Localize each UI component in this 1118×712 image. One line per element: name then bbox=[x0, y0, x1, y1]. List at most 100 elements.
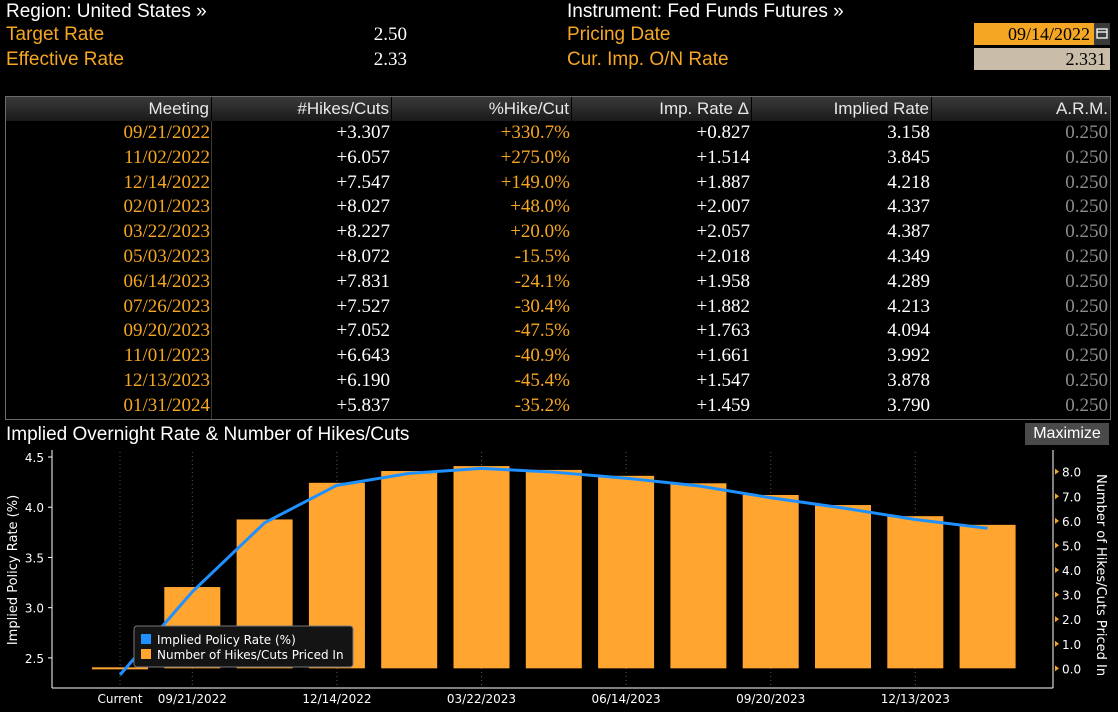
y-axis-title: Implied Policy Rate (%) bbox=[6, 495, 21, 645]
cell-pct-hike-cut: -15.5% bbox=[514, 246, 570, 267]
cell-meeting: 12/14/2022 bbox=[123, 171, 210, 193]
table-row[interactable]: 07/26/2023 +7.527 -30.4% +1.882 4.213 0.250 bbox=[6, 295, 1110, 320]
implied-rate-chart: 2.5 3.0 3.5 4.0 4.5 0.0 1.0 2.0 3.0 4.0 5.0 6.0 7.0 8… bbox=[6, 450, 1108, 706]
cell-imp-rate-delta: +1.763 bbox=[696, 320, 750, 342]
effective-rate-value: 2.33 bbox=[373, 49, 407, 70]
table-row[interactable]: 01/31/2024 +5.837 -35.2% +1.459 3.790 0.250 bbox=[6, 394, 1110, 419]
bar bbox=[670, 483, 727, 669]
cell-imp-rate-delta: +2.018 bbox=[696, 246, 750, 267]
cell-pct-hike-cut: +48.0% bbox=[510, 196, 570, 218]
cell-hikes-cuts: +7.052 bbox=[336, 320, 390, 342]
table-row[interactable]: 06/14/2023 +7.831 -24.1% +1.958 4.289 0.250 bbox=[6, 270, 1110, 295]
cell-meeting: 11/02/2022 bbox=[124, 146, 210, 168]
region-selector[interactable]: Region: United States » bbox=[6, 1, 207, 22]
legend-swatch bbox=[141, 649, 151, 659]
table-row[interactable]: 09/21/2022 +3.307 +330.7% +0.827 3.158 0.250 bbox=[6, 121, 1110, 146]
cell-implied-rate: 4.094 bbox=[887, 320, 930, 342]
cell-pct-hike-cut: -40.9% bbox=[514, 345, 570, 367]
target-rate-value: 2.50 bbox=[373, 24, 407, 45]
y2-tick-label: 0.0 bbox=[1062, 662, 1081, 676]
cell-meeting: 09/20/2023 bbox=[123, 320, 210, 342]
bar bbox=[598, 475, 655, 669]
y2-tick bbox=[1055, 468, 1059, 475]
cell-arm: 0.250 bbox=[1065, 345, 1108, 367]
y-tick-label: 3.0 bbox=[25, 602, 44, 616]
legend-box bbox=[133, 625, 354, 668]
x-tick-label: 06/14/2023 bbox=[592, 692, 661, 706]
pricing-date-input[interactable]: 09/14/2022 bbox=[974, 23, 1094, 45]
legend-swatch bbox=[141, 634, 151, 644]
cell-meeting: 02/01/2023 bbox=[123, 196, 210, 218]
y-tick-label: 3.5 bbox=[25, 551, 44, 565]
cell-implied-rate: 4.218 bbox=[887, 171, 930, 193]
y2-tick-label: 8.0 bbox=[1062, 466, 1081, 480]
cell-implied-rate: 3.878 bbox=[887, 370, 930, 391]
cell-implied-rate: 4.289 bbox=[887, 270, 930, 292]
column-header-imp-rate-delta[interactable]: Imp. Rate Δ bbox=[572, 97, 752, 121]
column-header-arm[interactable]: A.R.M. bbox=[1056, 99, 1108, 118]
legend-label: Number of Hikes/Cuts Priced In bbox=[157, 648, 344, 662]
bar bbox=[453, 466, 510, 669]
cell-pct-hike-cut: -45.4% bbox=[514, 370, 570, 391]
cell-arm: 0.250 bbox=[1065, 122, 1108, 143]
cur-imp-rate-value: 2.331 bbox=[974, 48, 1110, 70]
cell-meeting: 03/22/2023 bbox=[123, 221, 210, 243]
cell-hikes-cuts: +7.547 bbox=[336, 171, 390, 193]
cell-arm: 0.250 bbox=[1065, 320, 1108, 342]
y2-tick-label: 4.0 bbox=[1062, 564, 1081, 578]
bar bbox=[525, 469, 582, 669]
cell-pct-hike-cut: -30.4% bbox=[514, 295, 570, 317]
table-row[interactable]: 09/20/2023 +7.052 -47.5% +1.763 4.094 0.250 bbox=[6, 319, 1110, 344]
table-row[interactable]: 11/02/2022 +6.057 +275.0% +1.514 3.845 0.250 bbox=[6, 146, 1110, 171]
table-row[interactable]: 03/22/2023 +8.227 +20.0% +2.057 4.387 0.250 bbox=[6, 220, 1110, 245]
table-row[interactable]: 11/01/2023 +6.643 -40.9% +1.661 3.992 0.250 bbox=[6, 344, 1110, 369]
x-tick-label: 03/22/2023 bbox=[447, 692, 516, 706]
cell-pct-hike-cut: -35.2% bbox=[514, 394, 570, 416]
y2-tick-label: 6.0 bbox=[1062, 515, 1081, 529]
cell-implied-rate: 3.845 bbox=[887, 146, 930, 168]
cell-arm: 0.250 bbox=[1065, 270, 1108, 292]
x-tick-label: Current bbox=[97, 692, 142, 706]
cell-imp-rate-delta: +2.057 bbox=[696, 221, 750, 243]
table-row[interactable]: 02/01/2023 +8.027 +48.0% +2.007 4.337 0.250 bbox=[6, 195, 1110, 220]
y2-tick bbox=[1055, 493, 1059, 500]
table-row[interactable]: 12/13/2023 +6.190 -45.4% +1.547 3.878 0.250 bbox=[6, 369, 1110, 394]
cell-hikes-cuts: +6.190 bbox=[336, 370, 390, 391]
cell-arm: 0.250 bbox=[1065, 246, 1108, 267]
calendar-icon[interactable] bbox=[1094, 23, 1110, 45]
cur-imp-rate-label: Cur. Imp. O/N Rate bbox=[567, 49, 729, 70]
y2-tick bbox=[1055, 567, 1059, 573]
cell-imp-rate-delta: +1.882 bbox=[696, 295, 750, 317]
cell-imp-rate-delta: +1.887 bbox=[696, 171, 750, 193]
bar bbox=[815, 505, 871, 669]
column-header-hikes-cuts[interactable]: #Hikes/Cuts bbox=[212, 97, 392, 121]
cell-implied-rate: 4.213 bbox=[887, 295, 930, 317]
cell-hikes-cuts: +5.837 bbox=[336, 394, 390, 416]
column-header-meeting[interactable]: Meeting bbox=[6, 97, 212, 121]
cell-imp-rate-delta: +1.459 bbox=[696, 394, 750, 416]
cell-meeting: 06/14/2023 bbox=[123, 270, 210, 292]
legend-label: Implied Policy Rate (%) bbox=[157, 633, 296, 647]
y2-tick-label: 1.0 bbox=[1062, 638, 1081, 652]
maximize-button[interactable]: Maximize bbox=[1025, 423, 1109, 445]
cell-hikes-cuts: +6.643 bbox=[336, 345, 390, 367]
y2-axis-title: Number of Hikes/Cuts Priced In bbox=[1093, 474, 1108, 676]
cell-meeting: 01/31/2024 bbox=[123, 394, 210, 416]
cell-imp-rate-delta: +2.007 bbox=[696, 196, 750, 218]
bar bbox=[742, 494, 799, 669]
bar bbox=[959, 524, 1016, 669]
column-header-pct-hike-cut[interactable]: %Hike/Cut bbox=[392, 97, 572, 121]
table-header: Meeting #Hikes/Cuts %Hike/Cut Imp. Rate … bbox=[6, 97, 1110, 121]
effective-rate-label: Effective Rate bbox=[6, 49, 124, 70]
cell-arm: 0.250 bbox=[1065, 370, 1108, 391]
cell-pct-hike-cut: -47.5% bbox=[514, 320, 570, 342]
table-row[interactable]: 05/03/2023 +8.072 -15.5% +2.018 4.349 0.250 bbox=[6, 245, 1110, 270]
y-tick-label: 2.5 bbox=[25, 652, 44, 666]
cell-meeting: 05/03/2023 bbox=[123, 246, 210, 267]
instrument-selector[interactable]: Instrument: Fed Funds Futures » bbox=[567, 1, 844, 22]
rates-table: Meeting #Hikes/Cuts %Hike/Cut Imp. Rate … bbox=[5, 96, 1111, 420]
column-header-implied-rate[interactable]: Implied Rate bbox=[752, 97, 932, 121]
table-row[interactable]: 12/14/2022 +7.547 +149.0% +1.887 4.218 0.250 bbox=[6, 171, 1110, 196]
y2-tick bbox=[1055, 542, 1059, 549]
cell-implied-rate: 4.337 bbox=[887, 196, 930, 218]
